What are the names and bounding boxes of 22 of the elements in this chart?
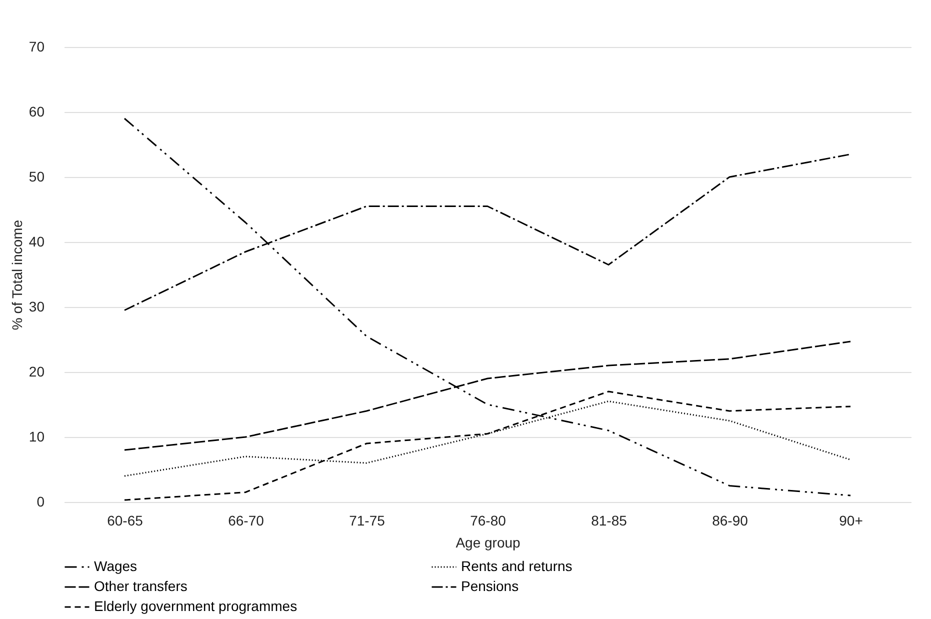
- x-axis-title: Age group: [456, 534, 521, 550]
- x-tick-label: 90+: [839, 512, 863, 528]
- legend-label: Elderly government programmes: [94, 598, 298, 614]
- legend-label: Pensions: [461, 578, 519, 594]
- y-tick-label: 40: [28, 234, 45, 250]
- x-tick-label: 60-65: [107, 512, 144, 528]
- legend-label: Wages: [94, 558, 138, 574]
- x-tick-label: 71-75: [349, 512, 386, 528]
- legend-label: Rents and returns: [461, 558, 572, 574]
- y-axis-title: % of Total income: [8, 220, 25, 330]
- x-tick-label: 76-80: [470, 512, 506, 528]
- y-tick-label: 0: [36, 494, 45, 510]
- y-tick-label: 50: [28, 168, 45, 184]
- y-tick-label: 10: [28, 428, 45, 444]
- y-tick-label: 60: [28, 104, 45, 120]
- y-tick-label: 70: [28, 38, 45, 54]
- y-tick-label: 20: [28, 364, 45, 380]
- y-tick-label: 30: [28, 298, 45, 314]
- x-tick-label: 81-85: [591, 512, 628, 528]
- x-tick-label: 86-90: [712, 512, 748, 528]
- x-tick-label: 66-70: [228, 512, 264, 528]
- legend-label: Other transfers: [94, 578, 188, 594]
